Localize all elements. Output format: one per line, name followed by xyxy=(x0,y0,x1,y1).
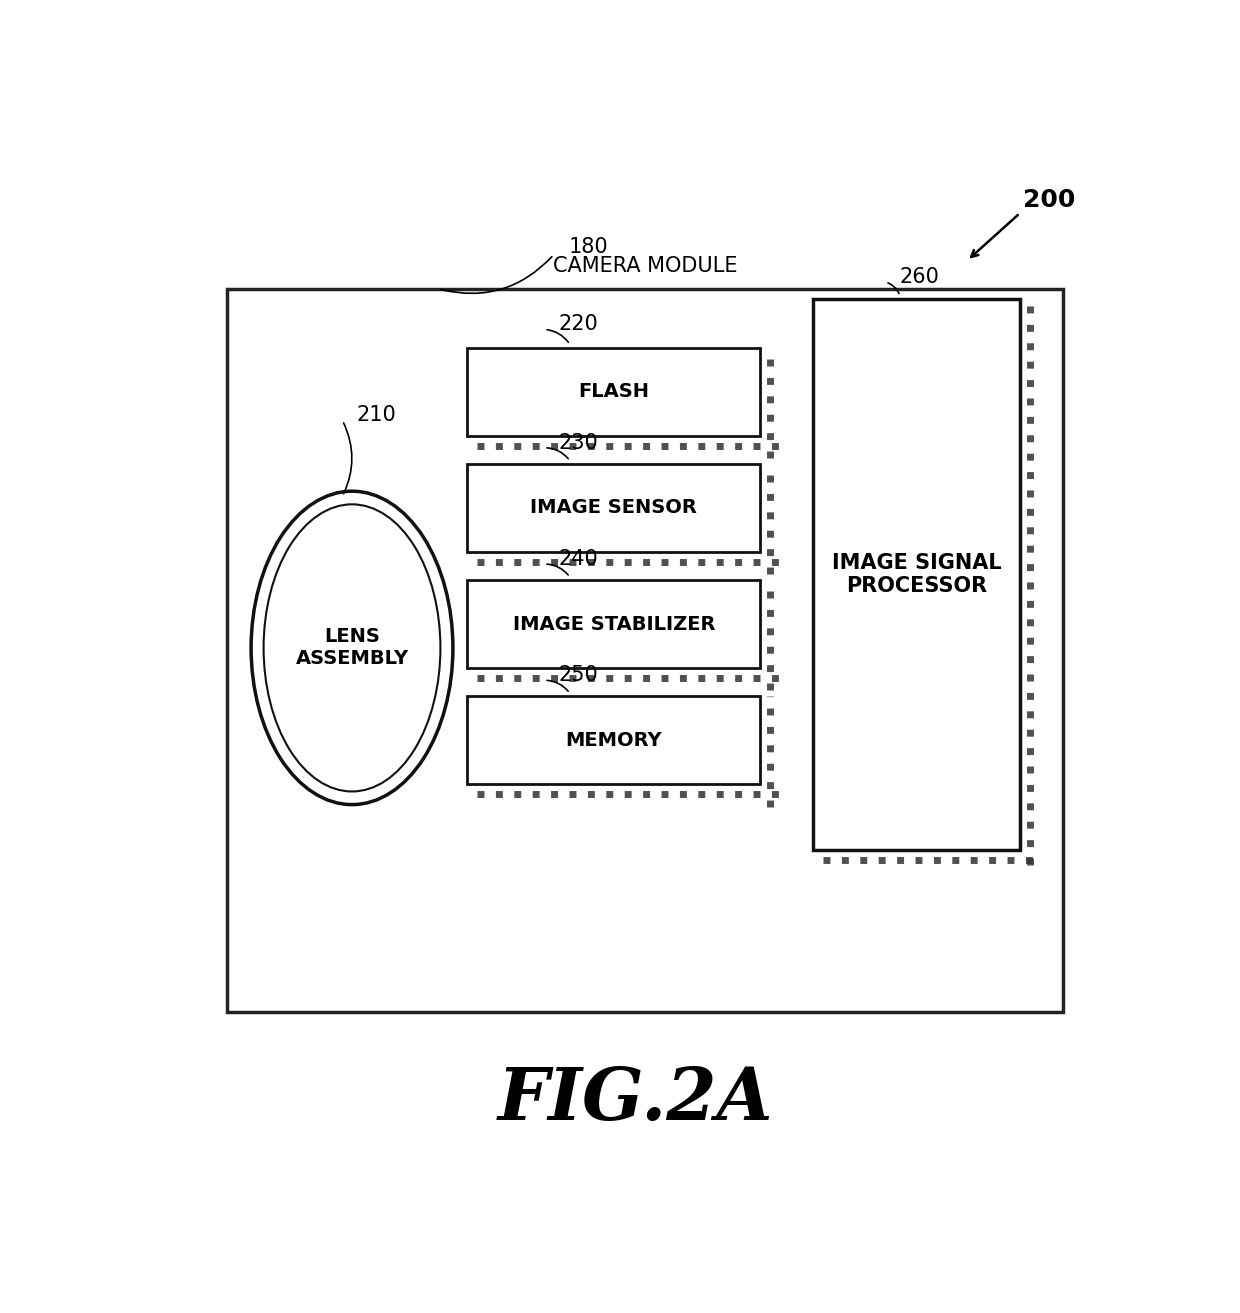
Text: 240: 240 xyxy=(558,549,599,569)
Text: 230: 230 xyxy=(558,433,599,453)
Bar xyxy=(813,299,1021,850)
Text: 260: 260 xyxy=(900,267,940,286)
Text: FIG.2A: FIG.2A xyxy=(497,1065,774,1136)
Ellipse shape xyxy=(250,491,453,805)
Text: CAMERA MODULE: CAMERA MODULE xyxy=(553,256,738,276)
Bar xyxy=(467,696,760,784)
Text: LENS
ASSEMBLY: LENS ASSEMBLY xyxy=(295,628,408,668)
Bar xyxy=(467,463,760,551)
Text: 180: 180 xyxy=(568,236,608,256)
Bar xyxy=(467,580,760,668)
Text: 220: 220 xyxy=(558,314,599,335)
Text: IMAGE SENSOR: IMAGE SENSOR xyxy=(531,499,697,517)
Bar xyxy=(227,289,1063,1012)
Text: 210: 210 xyxy=(357,406,397,425)
Text: 250: 250 xyxy=(558,666,599,685)
Text: MEMORY: MEMORY xyxy=(565,731,662,750)
Text: FLASH: FLASH xyxy=(578,382,650,400)
Bar xyxy=(467,348,760,436)
Text: IMAGE SIGNAL
PROCESSOR: IMAGE SIGNAL PROCESSOR xyxy=(832,553,1002,596)
Text: IMAGE STABILIZER: IMAGE STABILIZER xyxy=(512,614,715,634)
Text: 200: 200 xyxy=(1023,188,1075,211)
